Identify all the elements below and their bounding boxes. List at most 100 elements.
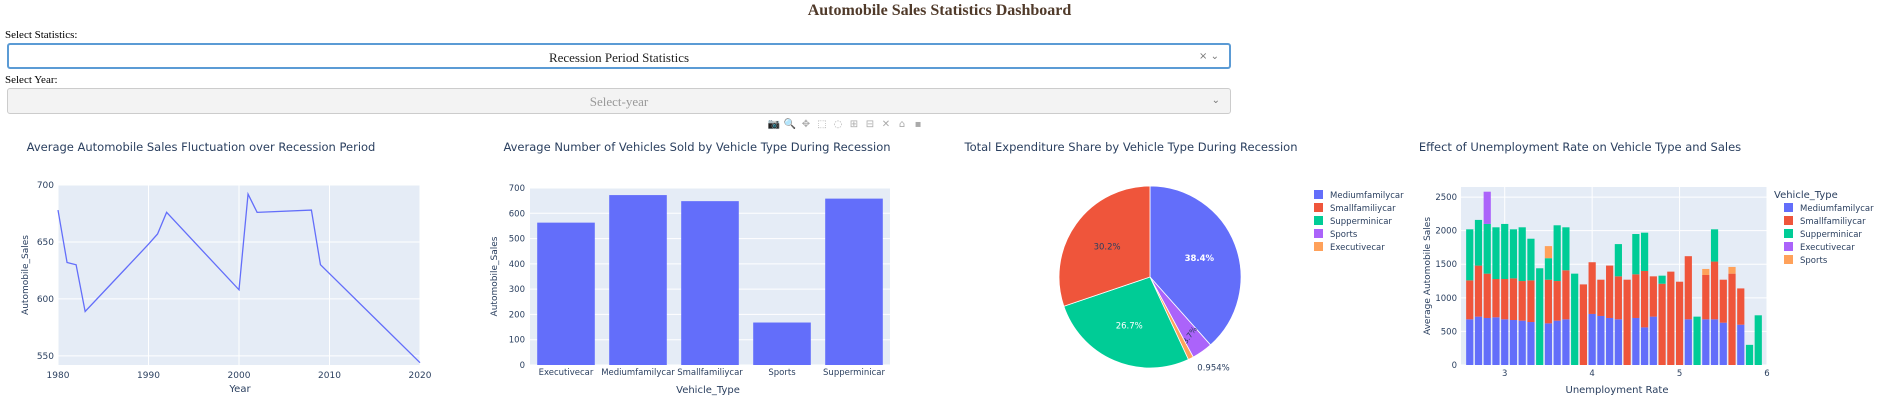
stacked-bar-segment [1562, 319, 1570, 365]
y-tick-label: 700 [37, 181, 54, 191]
y-tick-label: 2500 [1435, 193, 1457, 203]
legend-swatch [1314, 190, 1323, 199]
legend-label: Executivecar [1330, 243, 1385, 253]
camera-icon[interactable]: 📷 [767, 119, 781, 130]
dashboard-title: Automobile Sales Statistics Dashboard [807, 2, 1072, 19]
x-tick-label: 4 [1589, 369, 1594, 379]
chart-title: Total Expenditure Share by Vehicle Type … [964, 140, 1298, 154]
stacked-bar-segment [1536, 268, 1544, 365]
stacked-bar-segment [1509, 229, 1518, 279]
zoom-in-icon[interactable]: ⊞ [849, 119, 859, 130]
stacked-bar-segment [1518, 281, 1526, 321]
slice-label: 0.954% [1197, 363, 1229, 373]
legend-swatch [1784, 203, 1793, 212]
stacked-bar-segment [1649, 316, 1657, 365]
stacked-bar-segment [1737, 288, 1745, 325]
stacked-bar-segment [1579, 284, 1587, 365]
stacked-bar-segment [1693, 316, 1701, 365]
slice-label: 38.4% [1185, 254, 1215, 264]
stacked-bar-segment [1719, 322, 1727, 365]
clear-icon[interactable]: × [1199, 51, 1208, 62]
box-select-icon[interactable]: ⬚ [817, 119, 827, 130]
stacked-bar-segment [1702, 268, 1710, 275]
slice-label: 30.2% [1094, 242, 1121, 252]
y-tick-label: 650 [37, 238, 54, 248]
stacked-bar-segment [1641, 232, 1649, 271]
x-tick-label: 1990 [137, 371, 160, 381]
stacked-bar-segment [1553, 320, 1561, 365]
stacked-bar-segment [1527, 280, 1535, 323]
stacked-bar-segment [1737, 324, 1745, 365]
stacked-bar-segment [1544, 246, 1553, 259]
y-tick-label: 2000 [1435, 227, 1457, 237]
stacked-bar-segment [1474, 265, 1483, 317]
stacked-bar-segment [1553, 225, 1561, 282]
stacked-bar-segment [1614, 244, 1622, 277]
statistics-dropdown-value: Recession Period Statistics [548, 50, 690, 65]
chevron-down-icon[interactable]: ⌄ [1211, 95, 1220, 106]
stacked-bar-segment [1483, 273, 1491, 318]
stacked-bar-segment [1597, 279, 1605, 316]
x-tick-label: 1980 [47, 371, 70, 381]
x-tick-label: 3 [1502, 369, 1507, 379]
stacked-bar-segment [1518, 320, 1526, 365]
pan-icon[interactable]: ✥ [801, 119, 811, 130]
statistics-dropdown[interactable]: Recession Period Statistics × ⌄ [7, 43, 1231, 69]
stacked-bar-segment [1588, 262, 1596, 314]
stacked-bar-segment [1597, 315, 1605, 365]
bar [825, 198, 883, 365]
autoscale-icon[interactable]: ✕ [881, 119, 891, 130]
sales-line [57, 191, 421, 364]
year-dropdown[interactable]: Select-year ⌄ [7, 88, 1231, 114]
stacked-bar-segment [1710, 229, 1719, 262]
plotly-logo-icon[interactable]: ▪ [914, 119, 922, 130]
stacked-bar-segment [1518, 227, 1526, 282]
stacked-bar-segment [1553, 281, 1561, 321]
plot-modebar: 📷 🔍 ✥ ⬚ ◌ ⊞ ⊟ ✕ ⌂ ▪ [766, 119, 926, 133]
legend-title: Vehicle_Type [1774, 190, 1838, 201]
stacked-bar-segment [1562, 270, 1570, 320]
select-year-label: Select Year: [5, 74, 58, 86]
pie-slice [1149, 185, 1242, 346]
x-tick-label: Executivecar [539, 368, 594, 378]
stacked-bar-segment [1641, 327, 1649, 365]
stacked-bar-segment [1728, 266, 1736, 274]
legend-label: Supperminicar [1800, 230, 1862, 240]
legend-swatch [1314, 242, 1323, 251]
stacked-bar-segment [1509, 278, 1518, 320]
stacked-bar-segment [1571, 273, 1579, 365]
stacked-bar-segment [1492, 317, 1500, 365]
select-statistics-label: Select Statistics: [5, 29, 78, 41]
stacked-bar-segment [1474, 316, 1483, 365]
chevron-down-icon[interactable]: ⌄ [1210, 51, 1219, 62]
legend-swatch [1784, 229, 1793, 238]
y-tick-label: 600 [37, 295, 54, 305]
slice-label: 26.7% [1116, 322, 1143, 332]
zoom-out-icon[interactable]: ⊟ [865, 119, 875, 130]
stacked-bar-segment [1483, 317, 1491, 365]
stacked-bar-segment [1623, 279, 1631, 365]
stacked-bar-segment [1702, 319, 1710, 365]
stacked-bar-segment [1684, 256, 1692, 320]
stacked-bar-segment [1658, 275, 1666, 284]
stacked-bar-segment [1588, 313, 1596, 365]
zoom-icon[interactable]: 🔍 [783, 119, 797, 130]
stacked-bar-segment [1544, 279, 1553, 324]
x-axis-label: Year [228, 384, 251, 395]
stacked-bar-segment [1466, 280, 1474, 320]
stacked-bar-segment [1466, 229, 1474, 281]
legend-label: Sports [1330, 230, 1358, 240]
x-tick-label: Sports [768, 368, 796, 378]
lasso-icon[interactable]: ◌ [833, 119, 843, 130]
pie-slice [1063, 276, 1189, 369]
stacked-bar-segment [1667, 271, 1675, 365]
reset-axes-icon[interactable]: ⌂ [898, 119, 906, 130]
x-tick-label: Supperminicar [823, 368, 885, 378]
y-axis-label: Average Automobile Sales [1423, 217, 1433, 335]
stacked-bar-segment [1527, 322, 1535, 365]
stacked-bar-segment [1658, 283, 1666, 365]
stacked-bar-segment [1632, 234, 1640, 275]
legend-label: Executivecar [1800, 243, 1855, 253]
stacked-bar-segment [1492, 227, 1500, 280]
